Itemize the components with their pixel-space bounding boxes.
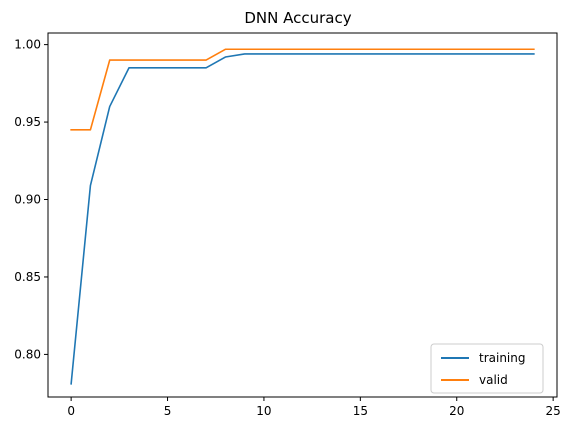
legend: training valid [430, 343, 544, 394]
plot-frame [47, 32, 558, 398]
x-axis: 0 5 10 15 20 25 [67, 397, 561, 418]
y-tick-label: 0.80 [14, 347, 41, 361]
x-tick-label: 0 [67, 404, 75, 418]
x-tick-label: 25 [546, 404, 561, 418]
series-line-training [70, 53, 535, 385]
chart-title: DNN Accuracy [244, 9, 351, 27]
y-axis: 0.80 0.85 0.90 0.95 1.00 [14, 38, 48, 361]
legend-label-training: training [479, 351, 526, 365]
series-layer [70, 48, 535, 385]
x-tick-label: 20 [449, 404, 464, 418]
y-tick-label: 0.85 [14, 270, 41, 284]
y-tick-label: 1.00 [14, 38, 41, 52]
series-line-valid [70, 48, 535, 131]
y-tick-label: 0.90 [14, 193, 41, 207]
plot-area [47, 32, 558, 398]
x-tick-label: 5 [164, 404, 172, 418]
x-tick-label: 15 [353, 404, 368, 418]
y-tick-label: 0.95 [14, 115, 41, 129]
legend-label-valid: valid [479, 373, 508, 387]
x-tick-label: 10 [256, 404, 271, 418]
